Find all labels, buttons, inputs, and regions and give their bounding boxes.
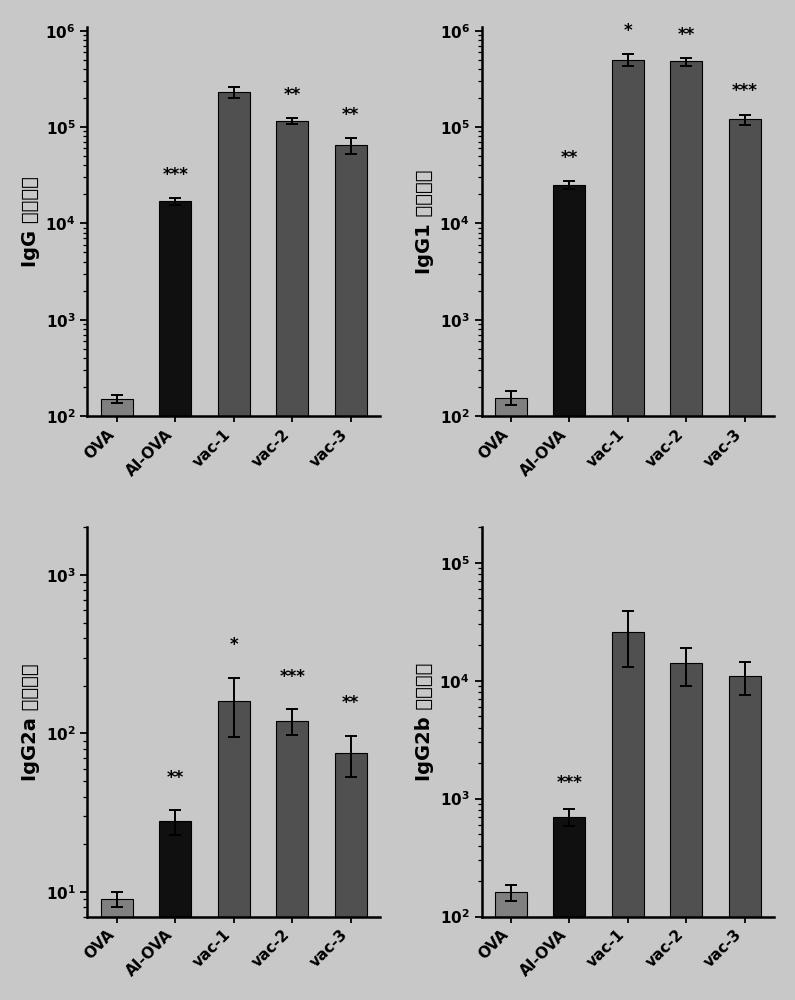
Text: **: ** <box>342 106 359 124</box>
Text: ***: *** <box>279 668 305 686</box>
Bar <box>612 632 644 1000</box>
Bar <box>729 676 761 1000</box>
Y-axis label: IgG2a 抗体滴度: IgG2a 抗体滴度 <box>21 663 40 781</box>
Bar <box>218 701 250 1000</box>
Y-axis label: IgG2b 抗体滴度: IgG2b 抗体滴度 <box>415 663 434 781</box>
Bar <box>553 817 585 1000</box>
Bar <box>553 185 585 1000</box>
Text: ***: *** <box>162 166 188 184</box>
Bar <box>670 61 703 1000</box>
Text: **: ** <box>284 86 301 104</box>
Bar <box>276 721 308 1000</box>
Bar <box>159 821 192 1000</box>
Text: *: * <box>623 22 632 40</box>
Bar <box>494 398 527 1000</box>
Bar <box>494 892 527 1000</box>
Text: **: ** <box>677 26 695 44</box>
Text: **: ** <box>342 694 359 712</box>
Bar <box>101 899 133 1000</box>
Y-axis label: IgG 抗体滴度: IgG 抗体滴度 <box>21 176 40 267</box>
Bar <box>612 60 644 1000</box>
Text: *: * <box>230 636 238 654</box>
Bar <box>729 119 761 1000</box>
Bar <box>335 145 366 1000</box>
Y-axis label: IgG1 抗体滴度: IgG1 抗体滴度 <box>415 169 434 274</box>
Bar <box>335 753 366 1000</box>
Bar <box>159 201 192 1000</box>
Bar <box>670 663 703 1000</box>
Text: ***: *** <box>556 774 582 792</box>
Bar <box>218 92 250 1000</box>
Bar <box>276 121 308 1000</box>
Text: ***: *** <box>732 82 758 100</box>
Text: **: ** <box>560 149 578 167</box>
Bar <box>101 399 133 1000</box>
Text: **: ** <box>167 769 184 787</box>
